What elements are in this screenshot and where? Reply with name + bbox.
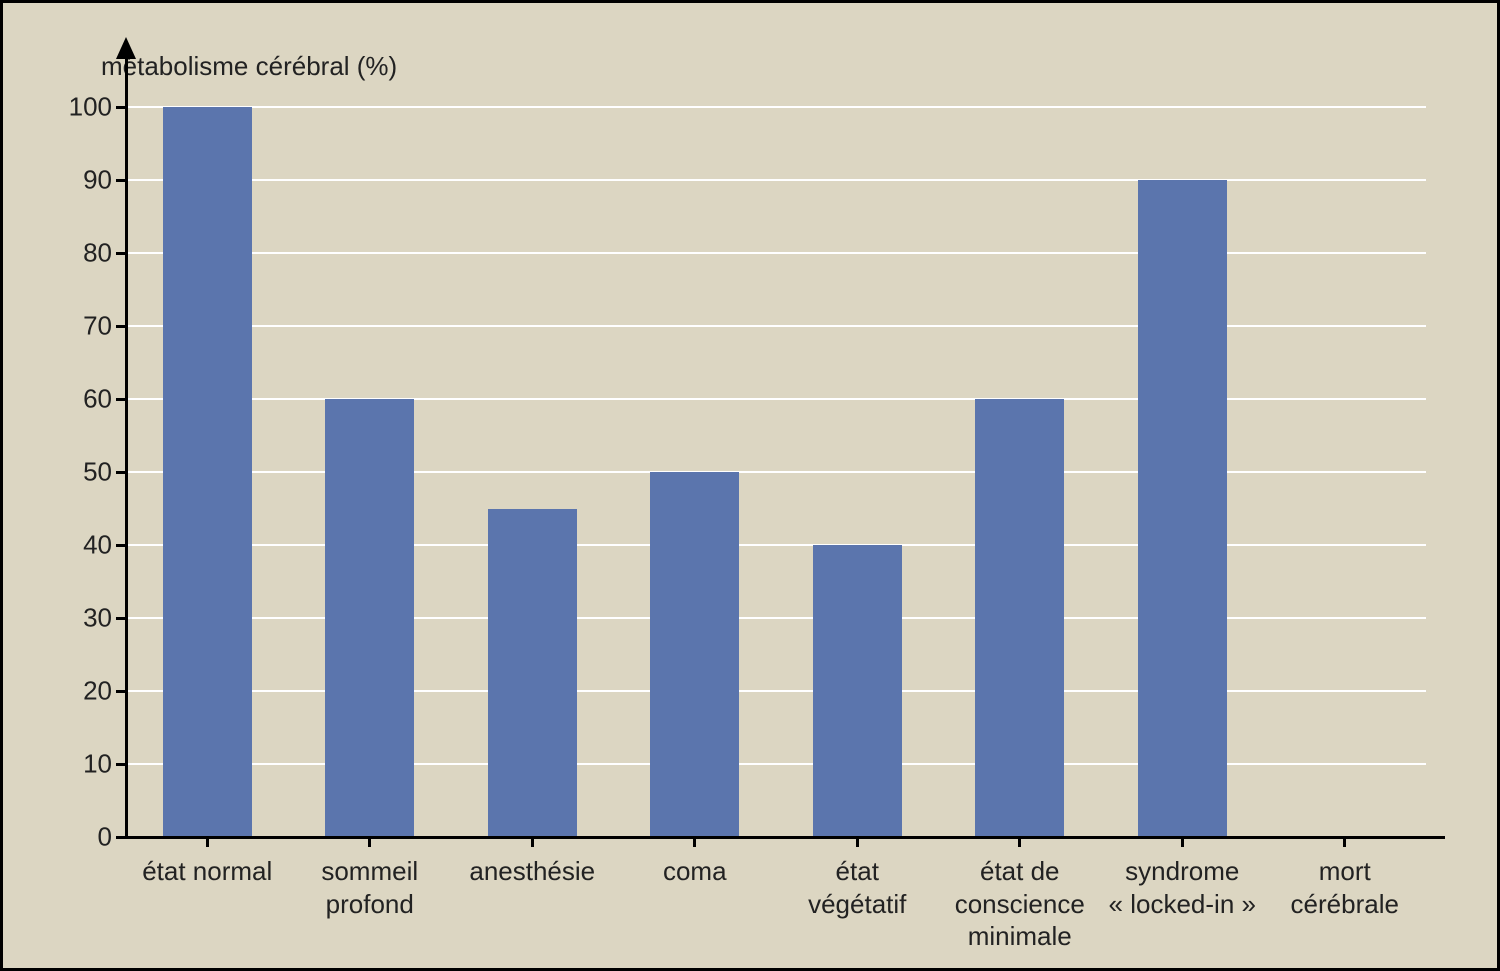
y-tick-label: 60 xyxy=(83,384,126,415)
y-tick-label: 50 xyxy=(83,457,126,488)
plot-area: 0102030405060708090100état normalsommeil… xyxy=(126,107,1426,837)
y-tick-label: 30 xyxy=(83,603,126,634)
y-tick-label: 0 xyxy=(98,822,126,853)
gridline xyxy=(126,179,1426,181)
bar xyxy=(163,107,252,837)
y-axis xyxy=(125,57,128,837)
bar xyxy=(325,399,414,837)
x-tick-label: mort cérébrale xyxy=(1291,837,1399,920)
x-tick-label: sommeil profond xyxy=(321,837,418,920)
gridline xyxy=(126,106,1426,108)
gridline xyxy=(126,617,1426,619)
y-tick-label: 80 xyxy=(83,238,126,269)
y-tick-label: 90 xyxy=(83,165,126,196)
bar xyxy=(488,509,577,838)
x-tick-label: syndrome « locked-in » xyxy=(1109,837,1256,920)
y-tick-label: 10 xyxy=(83,749,126,780)
y-axis-arrow-icon xyxy=(116,37,136,59)
y-axis-title: métabolisme cérébral (%) xyxy=(101,51,397,82)
plot-wrap: métabolisme cérébral (%) 010203040506070… xyxy=(21,21,1479,950)
bar xyxy=(813,545,902,837)
gridline xyxy=(126,252,1426,254)
x-tick-label: état de conscience minimale xyxy=(955,837,1085,953)
x-tick-label: état végétatif xyxy=(808,837,906,920)
chart-frame: métabolisme cérébral (%) 010203040506070… xyxy=(0,0,1500,971)
gridline xyxy=(126,471,1426,473)
bar xyxy=(650,472,739,837)
y-tick-label: 100 xyxy=(69,92,126,123)
y-tick-label: 20 xyxy=(83,676,126,707)
y-tick-label: 70 xyxy=(83,311,126,342)
gridline xyxy=(126,763,1426,765)
bar xyxy=(975,399,1064,837)
x-tick-label: coma xyxy=(663,837,727,888)
gridline xyxy=(126,690,1426,692)
gridline xyxy=(126,544,1426,546)
gridline xyxy=(126,325,1426,327)
x-axis xyxy=(125,836,1445,839)
bar xyxy=(1138,180,1227,837)
x-tick-label: état normal xyxy=(142,837,272,888)
gridline xyxy=(126,398,1426,400)
x-tick-label: anesthésie xyxy=(469,837,595,888)
y-tick-label: 40 xyxy=(83,530,126,561)
